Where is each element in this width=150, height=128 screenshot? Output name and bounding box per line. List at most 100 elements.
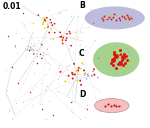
Point — [80, 84, 82, 86]
Point — [106, 19, 108, 22]
Point — [110, 62, 112, 64]
Point — [123, 62, 126, 64]
Point — [77, 15, 79, 17]
Point — [73, 63, 75, 65]
Point — [117, 63, 119, 65]
Point — [76, 67, 78, 70]
Point — [21, 21, 23, 23]
Point — [103, 15, 105, 17]
Point — [71, 72, 73, 74]
Point — [101, 17, 103, 19]
Point — [43, 52, 45, 54]
Point — [70, 45, 72, 47]
Point — [39, 53, 42, 55]
Point — [105, 17, 107, 19]
Point — [33, 72, 35, 74]
Point — [11, 118, 14, 120]
Point — [69, 15, 72, 18]
Point — [41, 44, 43, 46]
Point — [84, 116, 87, 118]
Point — [29, 48, 32, 50]
Point — [47, 26, 49, 28]
Point — [90, 8, 93, 10]
Point — [86, 108, 88, 110]
Point — [33, 45, 35, 47]
Point — [15, 32, 17, 34]
Point — [129, 17, 132, 19]
Point — [111, 66, 114, 68]
Point — [92, 70, 94, 72]
Point — [119, 19, 121, 22]
Point — [113, 15, 115, 17]
Point — [126, 58, 128, 61]
Point — [107, 103, 109, 105]
Point — [44, 17, 46, 19]
Point — [66, 33, 68, 35]
Point — [104, 105, 106, 107]
Point — [125, 55, 127, 57]
Point — [76, 80, 78, 82]
Point — [48, 31, 50, 34]
Point — [91, 74, 93, 77]
Point — [64, 9, 67, 11]
Point — [37, 39, 39, 41]
Ellipse shape — [93, 42, 140, 77]
Point — [78, 54, 80, 56]
Point — [67, 75, 70, 77]
Point — [68, 31, 71, 33]
Point — [64, 80, 66, 82]
Point — [51, 24, 54, 26]
Point — [112, 64, 114, 66]
Point — [71, 101, 73, 103]
Point — [42, 55, 45, 57]
Point — [57, 36, 59, 38]
Point — [69, 101, 72, 103]
Text: B: B — [79, 1, 84, 10]
Point — [41, 108, 43, 110]
Point — [50, 28, 52, 30]
Point — [30, 42, 32, 44]
Point — [74, 73, 76, 75]
Point — [116, 68, 118, 70]
Point — [42, 21, 45, 23]
Point — [65, 65, 67, 67]
Point — [81, 62, 83, 64]
Point — [13, 111, 16, 113]
Point — [93, 69, 95, 71]
Point — [49, 19, 51, 21]
Point — [11, 66, 13, 68]
Point — [68, 47, 70, 50]
Point — [59, 12, 61, 14]
Point — [46, 17, 48, 19]
Point — [39, 53, 41, 55]
Point — [105, 18, 108, 20]
Point — [21, 12, 24, 14]
Point — [50, 22, 52, 24]
Text: C: C — [79, 49, 84, 58]
Point — [31, 88, 33, 90]
Point — [45, 73, 48, 75]
Point — [86, 104, 89, 106]
Point — [16, 29, 18, 31]
Point — [42, 23, 44, 25]
Point — [61, 43, 64, 45]
Point — [45, 52, 48, 55]
Point — [46, 23, 49, 25]
Point — [49, 37, 51, 39]
Point — [120, 67, 122, 69]
Point — [24, 47, 27, 49]
Point — [78, 43, 81, 45]
Point — [79, 118, 81, 120]
Point — [113, 53, 115, 55]
Point — [60, 36, 63, 38]
Point — [104, 14, 106, 16]
Point — [126, 16, 129, 18]
Point — [34, 85, 36, 87]
Point — [123, 18, 126, 20]
Point — [48, 100, 51, 102]
Point — [114, 19, 117, 21]
Point — [113, 104, 115, 106]
Point — [5, 70, 7, 72]
Point — [40, 82, 43, 84]
Point — [119, 62, 121, 64]
